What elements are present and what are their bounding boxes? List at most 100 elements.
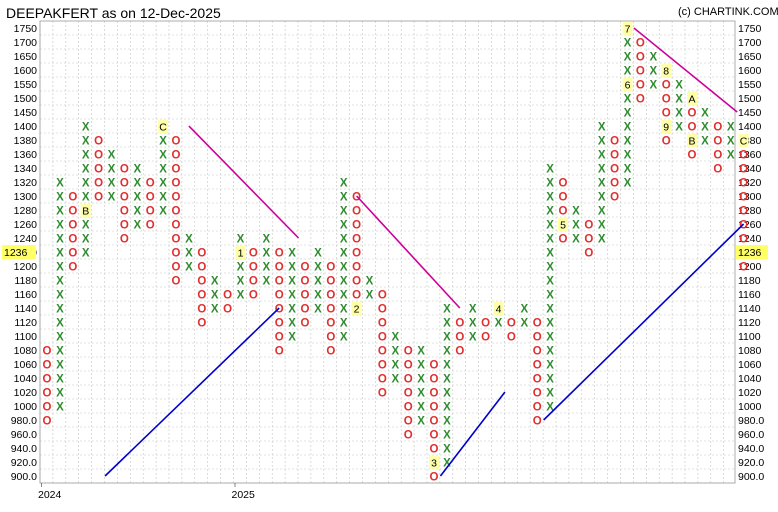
y-tick-label-right: 1550	[738, 79, 762, 91]
o-mark: O	[94, 164, 103, 176]
o-mark: O	[610, 178, 619, 190]
y-tick-label-left: 1120	[14, 317, 37, 329]
month-marker: B	[82, 206, 89, 218]
y-tick-label-left: 1600	[14, 65, 38, 77]
y-tick-label-right: 1260	[738, 219, 762, 231]
o-mark: O	[636, 80, 645, 92]
y-tick-label-left: 1700	[14, 37, 38, 49]
month-marker-bg	[80, 204, 91, 217]
o-mark: O	[430, 416, 439, 428]
x-mark: X	[108, 150, 116, 162]
x-mark: X	[159, 150, 167, 162]
month-marker-bg	[661, 120, 672, 133]
o-mark: O	[352, 276, 361, 288]
current-price-tag-left: 1236	[4, 247, 28, 259]
o-mark: O	[739, 178, 748, 190]
o-mark: O	[610, 136, 619, 148]
o-mark: O	[120, 164, 129, 176]
x-mark: X	[237, 276, 245, 288]
y-tick-label-left: 1260	[14, 219, 38, 231]
o-mark: O	[249, 290, 258, 302]
x-mark: X	[56, 290, 64, 302]
o-mark: O	[197, 262, 206, 274]
y-tick-label-left: 960.0	[11, 429, 37, 441]
o-mark: O	[739, 262, 748, 274]
x-mark: X	[598, 234, 606, 246]
x-mark: X	[443, 430, 451, 442]
o-mark: O	[301, 276, 310, 288]
x-mark: X	[598, 178, 606, 190]
o-mark: O	[197, 276, 206, 288]
o-mark: O	[688, 122, 697, 134]
o-mark: O	[326, 304, 335, 316]
x-mark: X	[727, 122, 735, 134]
x-mark: X	[675, 80, 683, 92]
o-mark: O	[662, 136, 671, 148]
x-mark: X	[82, 136, 90, 148]
o-mark: O	[326, 276, 335, 288]
plot-frame	[39, 20, 736, 484]
x-mark: X	[546, 164, 554, 176]
x-mark: X	[211, 290, 219, 302]
x-mark: X	[56, 304, 64, 316]
o-mark: O	[610, 192, 619, 204]
x-mark: X	[598, 164, 606, 176]
y-tick-label-left: 1320	[14, 177, 38, 189]
x-mark: X	[159, 192, 167, 204]
x-mark: X	[727, 136, 735, 148]
month-marker-bg	[429, 456, 439, 469]
o-mark: O	[739, 164, 748, 176]
x-mark: X	[82, 164, 90, 176]
o-mark: O	[584, 234, 593, 246]
month-marker-bg	[558, 218, 568, 231]
o-mark: O	[533, 360, 542, 372]
y-tick-label-right: 1160	[738, 289, 761, 301]
month-marker: C	[159, 122, 167, 134]
x-mark: X	[649, 66, 657, 78]
y-tick-label-left: 1500	[14, 93, 38, 105]
y-tick-label-right: 1600	[738, 65, 762, 77]
x-mark: X	[624, 66, 632, 78]
y-tick-label-left: 1080	[14, 345, 38, 357]
x-mark: X	[262, 276, 270, 288]
o-mark: O	[43, 416, 52, 428]
o-mark: O	[94, 178, 103, 190]
x-mark: X	[133, 206, 141, 218]
o-mark: O	[533, 416, 542, 428]
x-mark: X	[211, 304, 219, 316]
o-mark: O	[739, 192, 748, 204]
o-mark: O	[120, 220, 129, 232]
o-mark: O	[713, 150, 722, 162]
x-mark: X	[469, 332, 477, 344]
o-mark: O	[68, 248, 77, 260]
x-mark: X	[314, 248, 322, 260]
o-mark: O	[713, 164, 722, 176]
o-mark: O	[636, 52, 645, 64]
x-mark: X	[443, 416, 451, 428]
o-mark: O	[146, 206, 155, 218]
x-mark: X	[237, 262, 245, 274]
o-mark: O	[739, 220, 748, 232]
o-mark: O	[352, 248, 361, 260]
o-mark: O	[713, 122, 722, 134]
y-tick-label-left: 1360	[14, 149, 38, 161]
o-mark: O	[43, 346, 52, 358]
o-mark: O	[378, 304, 387, 316]
x-mark: X	[546, 220, 554, 232]
x-mark: X	[56, 262, 64, 274]
x-mark: X	[624, 122, 632, 134]
o-mark: O	[197, 304, 206, 316]
o-mark: O	[172, 192, 181, 204]
chart-title: DEEPAKFERT as on 12-Dec-2025	[6, 5, 221, 21]
o-mark: O	[404, 416, 413, 428]
x-mark: X	[546, 262, 554, 274]
x-mark: X	[82, 192, 90, 204]
x-mark: X	[288, 332, 296, 344]
o-mark: O	[533, 388, 542, 400]
x-mark: X	[495, 318, 503, 330]
o-mark: O	[662, 80, 671, 92]
x-mark: X	[701, 108, 709, 120]
o-mark: O	[507, 332, 516, 344]
x-mark: X	[417, 402, 425, 414]
x-mark: X	[624, 108, 632, 120]
